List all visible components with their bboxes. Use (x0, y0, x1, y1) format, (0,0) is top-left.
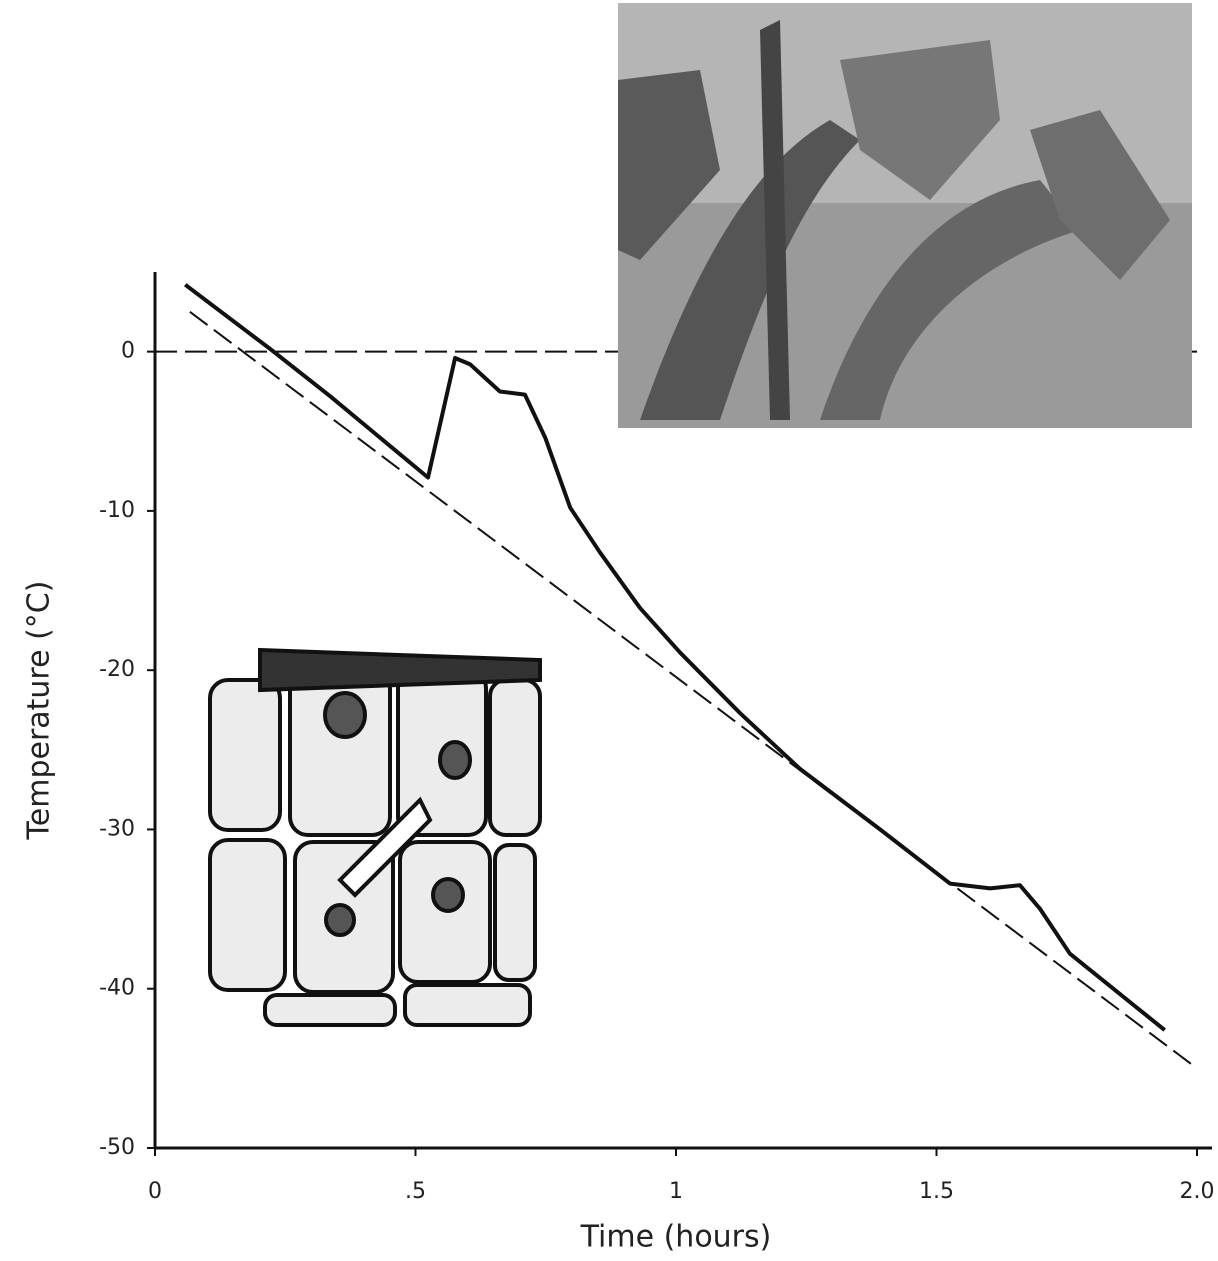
y-tick-label: -40 (99, 976, 135, 1001)
y-axis-title: Temperature (°C) (22, 581, 57, 841)
cell-drawing (208, 647, 542, 1027)
stem (760, 20, 790, 420)
photo-inset (618, 3, 1192, 428)
x-axis-title: Time (hours) (580, 1220, 772, 1255)
y-tick-label: 0 (121, 339, 135, 364)
nucleus (324, 903, 356, 937)
y-tick-label: -50 (99, 1135, 135, 1160)
y-tick-label: -20 (99, 657, 135, 682)
cell (208, 838, 287, 992)
data-line (183, 283, 1166, 1032)
cell (403, 983, 532, 1027)
leaf (1030, 110, 1170, 280)
x-tick-label: 1 (669, 1179, 683, 1204)
leaf (840, 40, 1000, 200)
cell (493, 843, 537, 982)
nucleus (323, 691, 367, 739)
cell-top (258, 647, 542, 693)
plot-area: 0 -10 -20 -30 -40 -50 0 .5 1 1.5 2.0 Time (hours) Te… (22, 272, 1215, 1255)
y-tick-label: -10 (99, 498, 135, 523)
nucleus (431, 877, 465, 913)
nucleus (438, 740, 472, 780)
leaf (820, 180, 1080, 420)
cell (263, 993, 397, 1027)
x-tick-label: 0 (148, 1179, 162, 1204)
x-tick-label: .5 (405, 1179, 426, 1204)
cell (488, 678, 542, 837)
y-tick-label: -30 (99, 816, 135, 841)
x-tick-label: 1.5 (919, 1179, 954, 1204)
ice-crystal (337, 796, 433, 898)
cell (208, 678, 282, 832)
leaf (618, 70, 720, 260)
leaf (640, 120, 860, 420)
x-tick-label: 2.0 (1180, 1179, 1215, 1204)
